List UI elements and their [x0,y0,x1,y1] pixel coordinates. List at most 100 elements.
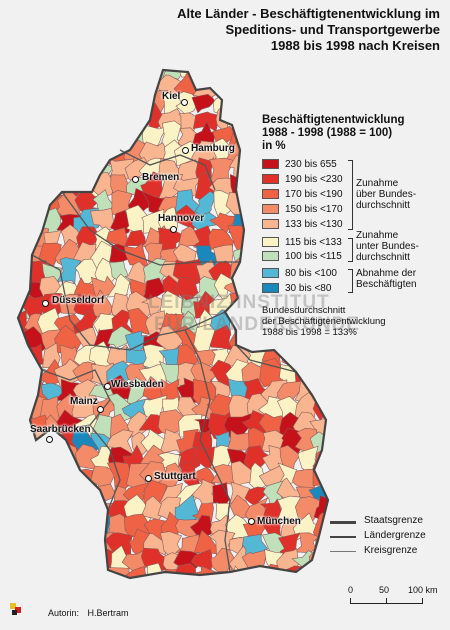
city-marker-muenchen [248,518,255,525]
district-cell [296,70,322,103]
district-cell [18,108,29,134]
district-cell [297,584,321,609]
district-border-swatch [330,551,356,552]
city-label-stuttgart: Stuttgart [154,471,196,482]
district-cell [314,582,332,605]
district-cell [142,584,165,612]
district-cell [232,70,254,84]
district-cell [20,343,46,369]
district-cell [277,584,301,609]
district-cell [246,87,267,112]
district-cell [73,88,102,119]
district-cell [263,72,283,98]
legend-swatch [262,219,279,229]
district-cell [55,378,79,403]
bracket-decrease [348,269,353,293]
bracket-below [348,238,353,262]
district-cell [208,70,234,83]
district-cell [18,257,30,285]
legend-heading: Beschäftigtenentwicklung 1988 - 1998 (19… [262,114,405,152]
district-cell [92,289,113,318]
district-cell [40,516,67,540]
district-cell [331,500,354,521]
district-cell [327,580,350,607]
district-cell [214,70,237,98]
district-cell [22,494,51,525]
district-cell [18,85,29,113]
district-cell [327,565,328,578]
district-cell [24,138,52,169]
city-label-hannover: Hannover [158,213,205,224]
district-cell [277,75,299,98]
district-cell [112,123,134,153]
land-border-line [119,149,216,191]
district-cell [38,497,64,524]
district-cell [228,85,250,117]
district-cell [73,563,101,578]
district-cell [74,120,99,149]
institute-logo [10,603,21,615]
district-cell [243,445,270,475]
land-border-line [61,191,240,266]
district-cell [326,513,328,544]
group-label-decrease: Abnahme der Beschäftigten [356,268,417,290]
district-cell [55,482,82,505]
district-cell [18,70,27,99]
district-cell [107,325,134,349]
district-cell [25,105,49,134]
district-cell [141,277,167,300]
district-cell [260,583,285,609]
legend-swatch [262,283,279,293]
scale-label-0: 0 [348,585,354,595]
district-cell [293,345,321,369]
district-cell [191,212,219,233]
district-cell [18,549,32,572]
district-cell [42,564,65,578]
land-border-line [184,329,231,573]
district-cell [18,171,32,202]
land-border-line [31,254,226,351]
district-cell [43,550,64,576]
district-cell [23,462,49,493]
district-cell [130,106,149,129]
district-cell [142,124,169,149]
district-cell [73,482,100,509]
district-cell [77,104,101,136]
district-cell [40,91,64,119]
district-cell [42,157,65,185]
district-cell [177,225,203,249]
district-cell [18,242,34,269]
district-cell [18,204,29,236]
district-cell [27,449,49,475]
district-cell [281,343,299,368]
district-cell [331,362,355,390]
district-cell [195,70,219,81]
district-cell [283,70,307,85]
city-marker-stuttgart [145,475,152,482]
district-cell [90,71,117,103]
district-cell [312,376,328,406]
district-cell [36,529,65,558]
legend-swatch [262,159,279,169]
district-cell [39,70,66,81]
district-cell [325,448,328,468]
district-cell [18,498,33,522]
bracket-above [348,160,353,230]
district-cell [18,569,33,578]
district-cell [18,414,33,443]
district-cell [90,121,118,148]
district-cell [108,88,136,113]
district-cell [108,582,130,611]
group-label-below: Zunahme unter Bundes- durchschnitt [356,230,419,263]
district-cell [330,530,356,558]
district-cell [18,125,33,149]
average-note: Bundesdurchschnitt der Beschäftigtenentw… [262,305,386,338]
legend-swatch [262,204,279,214]
legend-swatch [262,237,279,247]
district-cell [123,565,149,578]
district-cell [21,533,49,555]
district-cell [127,307,151,336]
district-cell [73,496,100,520]
district-cell [113,109,130,131]
district-cell [264,70,288,81]
